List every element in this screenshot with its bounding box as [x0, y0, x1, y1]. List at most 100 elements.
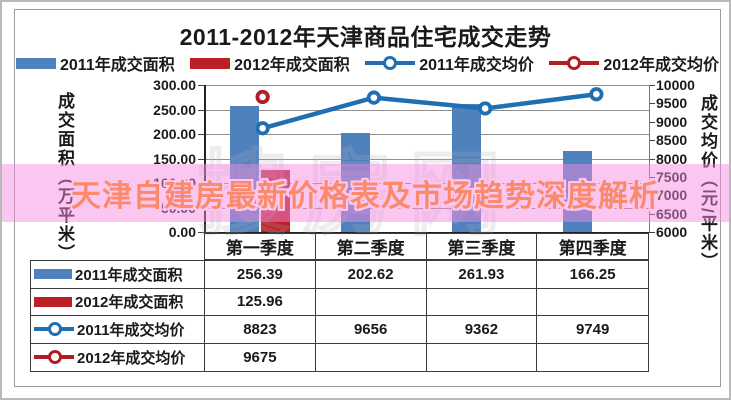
legend-label: 2012年成交面积 [234, 57, 350, 74]
bar-2011年成交面积 [229, 106, 259, 232]
table-value-cell: 9749 [537, 316, 648, 344]
table-header-cell: 第一季度 [205, 234, 316, 259]
bar-2012年成交面积 [260, 170, 290, 232]
h-gridline [204, 158, 649, 160]
legend-label: 2011年成交均价 [419, 57, 534, 74]
h-gridline [204, 183, 649, 184]
promo-banner-text: 天津自建房最新价格表及市场趋势深度解析 [71, 180, 660, 213]
legend-item: 2012年成交面积 [190, 51, 350, 75]
bar-2011年成交面积 [563, 150, 593, 232]
right-axis-tick: 9500 [656, 95, 688, 112]
bar-swatch-icon [16, 57, 56, 69]
left-axis-tick: 300.00 [153, 77, 196, 93]
table-value-cell [426, 288, 538, 316]
h-gridline [204, 85, 649, 86]
legend-item: 2012年成交均价 [549, 51, 719, 75]
table-value-cell: 256.39 [205, 261, 316, 289]
table-row-legend-cell: 2011年成交均价 [31, 316, 205, 344]
left-axis-tick-mark [198, 158, 204, 160]
y-axis-line [204, 85, 206, 232]
h-gridline [204, 207, 649, 209]
table-row-label: 2012年成交均价 [77, 349, 186, 367]
table-header-cell: 第四季度 [558, 239, 627, 258]
legend-label: 2011年成交面积 [60, 57, 175, 74]
left-axis-tick-mark [198, 109, 204, 111]
watermark-ghost-text: 搜房网 [197, 143, 516, 247]
left-axis-tick: 0.00 [168, 224, 196, 240]
banner-pink-tint [2, 164, 729, 222]
left-axis-tick-mark [198, 183, 204, 184]
right-axis-tick: 7500 [656, 168, 688, 185]
table-value-cell: 9656 [315, 316, 427, 344]
table-header-cell: 第二季度 [316, 234, 427, 259]
right-axis-tick-mark [649, 85, 655, 86]
right-axis-tick: 9000 [656, 113, 688, 130]
chart-legend: 2011年成交面积 2012年成交面积 2011年成交均价 2012年成交均价 [16, 52, 719, 74]
table-value-cell: 125.96 [205, 288, 316, 316]
right-axis-tick-mark [649, 103, 655, 105]
plot-right-border [649, 85, 650, 232]
right-axis-tick-mark [649, 158, 655, 160]
right-axis-tick-mark [649, 140, 655, 142]
table-header-cell: 第三季度 [427, 234, 538, 259]
left-axis-tick: 150.00 [153, 150, 196, 167]
table-row-label: 2011年成交面积 [75, 266, 183, 284]
right-axis-tick: 8500 [656, 132, 688, 149]
line-marker-icon [365, 56, 416, 70]
line-marker-icon [34, 322, 74, 337]
left-axis-tick-mark [198, 232, 204, 233]
left-axis-tick: 250.00 [153, 101, 196, 118]
legend-item: 2011年成交面积 [16, 51, 175, 75]
left-axis-title: 成交面积（万平米） [55, 92, 74, 263]
table-value-cell [537, 344, 648, 372]
bar-swatch-icon [34, 296, 72, 307]
right-axis-tick: 10000 [656, 77, 695, 93]
right-axis-tick: 6500 [656, 205, 688, 222]
h-gridline [204, 109, 649, 111]
table-value-cell: 9362 [426, 316, 538, 344]
table-value-cell: 166.25 [537, 261, 648, 289]
right-axis-tick-mark [649, 232, 655, 233]
right-axis-tick-mark [649, 121, 655, 123]
right-axis-tick: 8000 [656, 150, 688, 167]
left-axis-tick: 200.00 [153, 126, 196, 142]
table-row-label: 2012年成交面积 [75, 294, 184, 312]
right-axis-title: 成交均价（元/平米） [698, 94, 717, 272]
chart-title: 2011-2012年天津商品住宅成交走势 [179, 24, 552, 50]
right-axis-tick-mark [649, 213, 655, 215]
table-value-cell [537, 289, 648, 316]
table-value-cell: 261.93 [426, 261, 538, 289]
line-marker-icon [34, 350, 74, 365]
data-table: 2011年成交面积 256.39 202.62 261.93 166.25 2012年成交… [30, 260, 649, 372]
table-value-cell: 8823 [205, 316, 316, 344]
left-axis-tick: 50.00 [160, 199, 196, 216]
table-header-row: 第一季度 第二季度 第三季度 第四季度 [204, 233, 649, 260]
table-row-legend-cell: 2012年成交面积 [31, 288, 205, 316]
bar-swatch-icon [190, 57, 231, 69]
line-marker-icon [549, 56, 600, 70]
table-value-cell [316, 343, 427, 371]
left-axis-tick-mark [198, 134, 204, 135]
legend-label: 2012年成交均价 [603, 57, 719, 74]
legend-item: 2011年成交均价 [365, 51, 534, 75]
table-value-cell: 202.62 [315, 261, 427, 289]
table-row-legend-cell: 2011年成交面积 [31, 261, 205, 289]
right-axis-tick: 7000 [656, 187, 688, 204]
table-value-cell: 9675 [205, 343, 316, 371]
left-axis-tick: 100.00 [153, 175, 196, 191]
right-axis-tick-mark [649, 195, 655, 197]
right-axis-tick: 6000 [656, 224, 688, 240]
h-gridline [204, 134, 649, 135]
right-axis-tick-mark [649, 176, 655, 178]
bar-swatch-icon [34, 269, 72, 280]
table-value-cell [315, 288, 427, 316]
left-axis-tick-mark [198, 85, 204, 86]
bar-2011年成交面积 [340, 132, 370, 232]
table-value-cell [427, 343, 538, 371]
promo-banner: 天津自建房最新价格表及市场趋势深度解析 [2, 164, 729, 222]
left-axis-tick-mark [198, 207, 204, 209]
table-row-legend-cell: 2012年成交均价 [31, 343, 205, 371]
chart-frame [14, 9, 721, 387]
table-row-label: 2011年成交均价 [77, 321, 185, 339]
